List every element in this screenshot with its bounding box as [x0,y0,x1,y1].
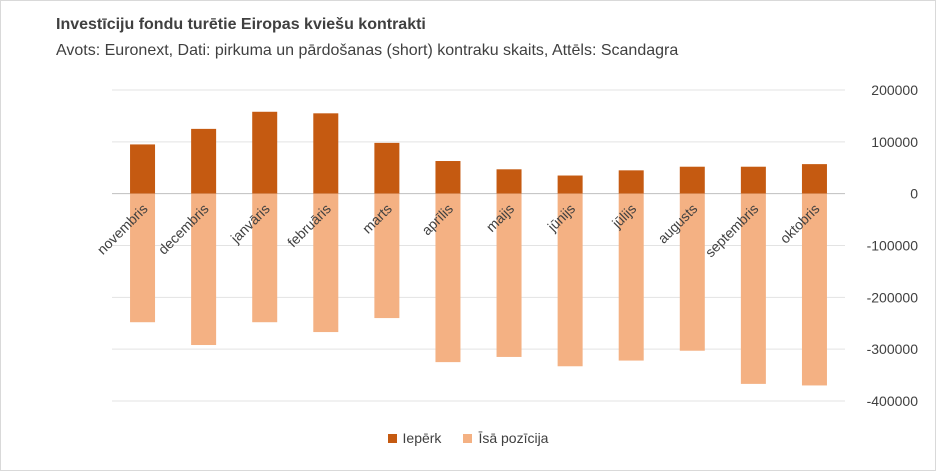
bar-short [801,193,827,386]
legend-swatch-buy [387,433,397,443]
bar-buy [740,166,766,194]
bar-short [679,193,705,351]
bar-short [740,193,766,384]
legend-item-buy: Iepērk [387,430,442,446]
bar-buy [618,170,644,194]
y-tick-label: -300000 [867,341,919,357]
bar-buy [191,128,217,194]
legend-item-short: Īsā pozīcija [463,430,548,446]
y-tick-label: 0 [910,186,918,202]
bar-short [557,193,583,367]
gridlines [112,89,845,402]
bar-short [618,193,644,361]
y-tick-label: 100000 [871,134,918,150]
chart-subtitle: Avots: Euronext, Dati: pirkuma un pārdoš… [56,42,679,59]
bar-buy [801,164,827,194]
bar-short [374,193,400,319]
bar-buy [435,161,461,194]
bar-buy [313,113,339,194]
y-axis-ticks: 200000 100000 0 -100000 -200000 -300000 -40000… [867,82,919,409]
bar-short [435,193,461,363]
bar-buy [374,142,400,194]
legend: Iepērk Īsā pozīcija [0,430,936,446]
y-tick-label: 200000 [871,82,918,98]
bar-short [252,193,278,323]
chart-title: Investīciju fondu turētie Eiropas kviešu… [56,16,426,33]
y-tick-label: -400000 [867,393,919,409]
bars [130,111,827,386]
bar-short [496,193,522,357]
bar-buy [557,175,583,194]
bar-buy [252,111,278,194]
bar-buy [496,169,522,194]
y-tick-label: -200000 [867,289,919,305]
legend-swatch-short [463,433,473,443]
bar-buy [679,166,705,194]
bar-short [130,193,156,323]
bar-buy [130,144,156,194]
legend-label-buy: Iepērk [402,430,442,446]
bar-short [313,193,339,333]
legend-label-short: Īsā pozīcija [478,430,549,446]
bar-short [191,193,217,346]
y-tick-label: -100000 [867,238,919,254]
